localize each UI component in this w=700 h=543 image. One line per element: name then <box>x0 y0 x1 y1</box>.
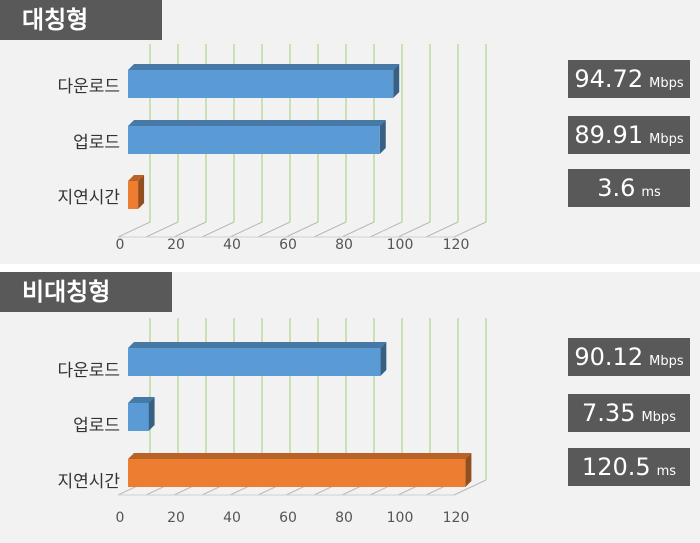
bar-front-face <box>128 348 381 376</box>
value-number: 94.72 <box>574 65 644 93</box>
floor-gridline <box>201 221 235 238</box>
floor-gridline <box>313 221 347 238</box>
chart-plot-asymmetric: 0 20 40 60 80 100 120 <box>116 318 487 526</box>
category-label: 지연시간 <box>57 472 120 492</box>
x-tick-label: 100 <box>387 237 414 253</box>
floor-gridline <box>397 221 431 238</box>
value-unit: Mbps <box>641 410 676 425</box>
floor-gridline <box>453 479 487 496</box>
x-tick-label: 40 <box>223 237 241 253</box>
value-number: 7.35 <box>582 399 636 427</box>
chart-panel-symmetric: 대칭형 0 20 40 60 80 100 120 다운로드 업로드 지연시간 94.72 … <box>0 0 700 264</box>
value-badge: 90.12 Mbps <box>568 338 690 376</box>
floor-gridline <box>145 221 179 238</box>
value-badge: 3.6 ms <box>568 169 690 207</box>
bar-front-face <box>128 181 139 209</box>
value-unit: ms <box>656 464 677 479</box>
floor-gridline <box>229 221 263 238</box>
bar-side-face <box>393 64 400 98</box>
bar-front-face <box>128 459 466 487</box>
bar-side-face <box>148 397 155 431</box>
value-badge: 120.5 ms <box>568 448 690 486</box>
bar <box>128 397 155 431</box>
value-number: 3.6 <box>597 174 636 202</box>
x-tick-label: 0 <box>116 510 125 526</box>
floor-gridline <box>453 221 487 238</box>
x-tick-label: 100 <box>387 510 414 526</box>
value-number: 90.12 <box>574 343 644 371</box>
bar-top-face <box>128 120 386 126</box>
floor-gridline <box>285 221 319 238</box>
x-tick-label: 80 <box>335 237 353 253</box>
bar-top-face <box>128 342 387 348</box>
value-unit: Mbps <box>649 76 684 91</box>
bar-side-face <box>138 175 145 209</box>
value-unit: Mbps <box>649 132 684 147</box>
chart-plot-symmetric: 0 20 40 60 80 100 120 <box>116 44 487 253</box>
bar <box>128 120 386 154</box>
x-tick-label: 20 <box>167 510 185 526</box>
x-tick-label: 60 <box>279 237 297 253</box>
floor-gridline <box>425 221 459 238</box>
bar-side-face <box>379 120 386 154</box>
category-label: 다운로드 <box>57 77 120 97</box>
x-tick-label: 80 <box>335 510 353 526</box>
category-label: 업로드 <box>73 416 120 436</box>
bar <box>128 64 400 98</box>
value-number: 120.5 <box>581 453 651 481</box>
bar-top-face <box>128 175 145 181</box>
x-tick-label: 60 <box>279 510 297 526</box>
chart-title: 대칭형 <box>0 0 162 40</box>
bar-top-face <box>128 64 400 70</box>
bar-top-face <box>128 453 472 459</box>
bar-top-face <box>128 397 155 403</box>
bar <box>128 453 472 487</box>
x-tick-label: 120 <box>443 237 470 253</box>
category-label: 업로드 <box>73 133 120 153</box>
category-label: 다운로드 <box>57 361 120 381</box>
x-tick-label: 0 <box>116 237 125 253</box>
floor-gridline <box>117 221 151 238</box>
category-label: 지연시간 <box>57 188 120 208</box>
value-badge: 94.72 Mbps <box>568 60 690 98</box>
value-number: 89.91 <box>574 121 644 149</box>
x-tick-label: 20 <box>167 237 185 253</box>
bar <box>128 175 145 209</box>
chart-title: 비대칭형 <box>0 272 172 312</box>
bar-side-face <box>380 342 387 376</box>
bar-front-face <box>128 403 149 431</box>
bar <box>128 342 387 376</box>
value-unit: ms <box>641 185 661 200</box>
chart-panel-asymmetric: 비대칭형 0 20 40 60 80 100 120 다운로드 업로드 지연시간 90.12… <box>0 272 700 543</box>
bar-side-face <box>465 453 472 487</box>
floor-gridline <box>173 221 207 238</box>
value-badge: 89.91 Mbps <box>568 116 690 154</box>
x-tick-label: 40 <box>223 510 241 526</box>
x-tick-label: 120 <box>443 510 470 526</box>
bar-front-face <box>128 126 380 154</box>
bar-front-face <box>128 70 394 98</box>
value-unit: Mbps <box>649 354 684 369</box>
floor-gridline <box>369 221 403 238</box>
value-badge: 7.35 Mbps <box>568 394 690 432</box>
floor-gridline <box>341 221 375 238</box>
floor-gridline <box>257 221 291 238</box>
